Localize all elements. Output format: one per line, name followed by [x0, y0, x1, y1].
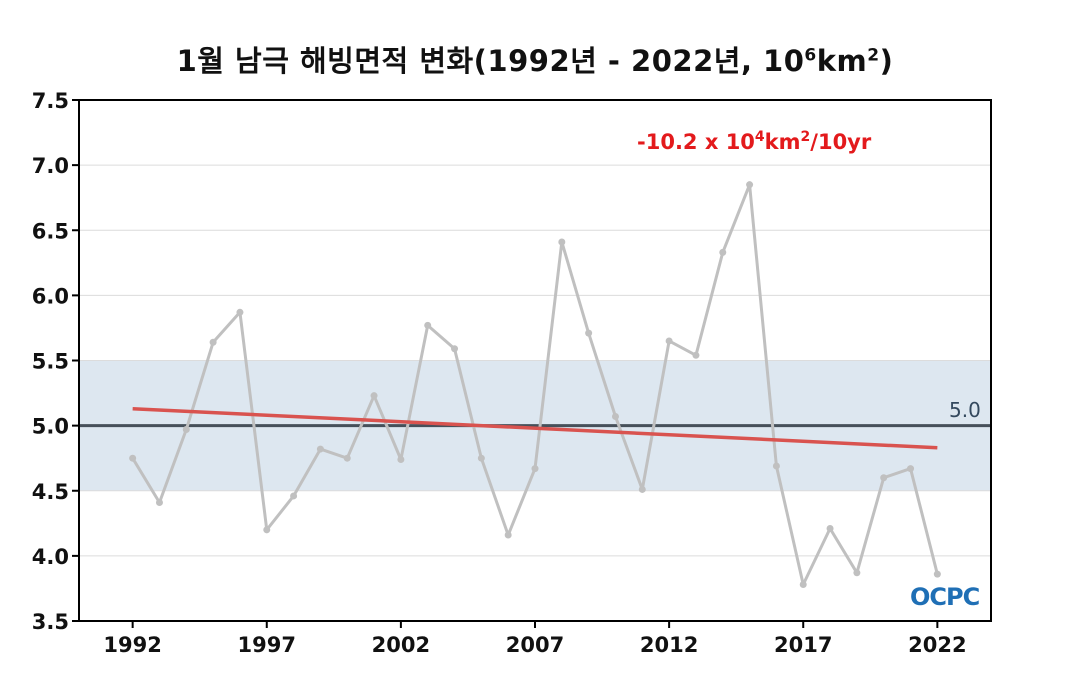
data-point-2014: [719, 248, 727, 256]
data-point-2017: [799, 581, 807, 589]
data-point-2011: [638, 485, 646, 493]
data-point-2010: [611, 413, 619, 421]
data-point-2009: [585, 329, 593, 337]
chart-title: 1월 남극 해빙면적 변화(1992년 - 2022년, 106km2): [176, 44, 894, 78]
x-tick-label: 2007: [506, 633, 564, 657]
x-tick-label: 2022: [908, 633, 966, 657]
data-point-2008: [558, 238, 566, 246]
data-point-2000: [343, 454, 351, 462]
y-tick-label: 3.5: [32, 610, 69, 634]
data-point-2020: [880, 474, 888, 482]
data-point-1999: [316, 445, 324, 453]
y-tick-label: 5.5: [32, 350, 69, 374]
y-tick-label: 6.0: [32, 284, 69, 308]
data-point-2013: [692, 351, 700, 359]
data-point-2007: [531, 465, 539, 473]
data-point-2018: [826, 525, 834, 533]
data-point-2015: [746, 181, 754, 189]
y-tick-label: 4.5: [32, 480, 69, 504]
data-point-2004: [451, 345, 459, 353]
y-tick-label: 7.0: [32, 154, 69, 178]
y-tick-label: 5.0: [32, 415, 69, 439]
data-point-2002: [397, 455, 405, 463]
data-point-2022: [933, 570, 941, 578]
data-point-1997: [263, 526, 271, 534]
x-tick-label: 2017: [774, 633, 832, 657]
y-tick-label: 7.5: [32, 89, 69, 113]
x-tick-label: 1997: [238, 633, 296, 657]
data-point-1992: [129, 454, 137, 462]
x-tick-label: 2012: [640, 633, 698, 657]
data-point-2019: [853, 569, 861, 577]
y-tick-label: 4.0: [32, 545, 69, 569]
x-tick-label: 2002: [372, 633, 430, 657]
data-point-2006: [504, 531, 512, 539]
data-point-1995: [209, 338, 217, 346]
data-point-2016: [772, 462, 780, 470]
data-point-1993: [155, 498, 163, 506]
reference-label: 5.0: [949, 398, 981, 422]
ocpc-logo: OCPC: [910, 583, 980, 611]
data-point-2005: [477, 454, 485, 462]
data-point-1996: [236, 308, 244, 316]
trend-annotation: -10.2 x 104km2/10yr: [637, 129, 872, 154]
y-tick-label: 6.5: [32, 219, 69, 243]
trend-line: [132, 406, 938, 450]
data-point-2003: [424, 321, 432, 329]
data-point-2021: [907, 465, 915, 473]
data-point-1994: [182, 426, 190, 434]
data-point-2012: [665, 337, 673, 345]
data-point-2001: [370, 392, 378, 400]
data-point-1998: [290, 492, 298, 500]
x-tick-label: 1992: [103, 633, 161, 657]
